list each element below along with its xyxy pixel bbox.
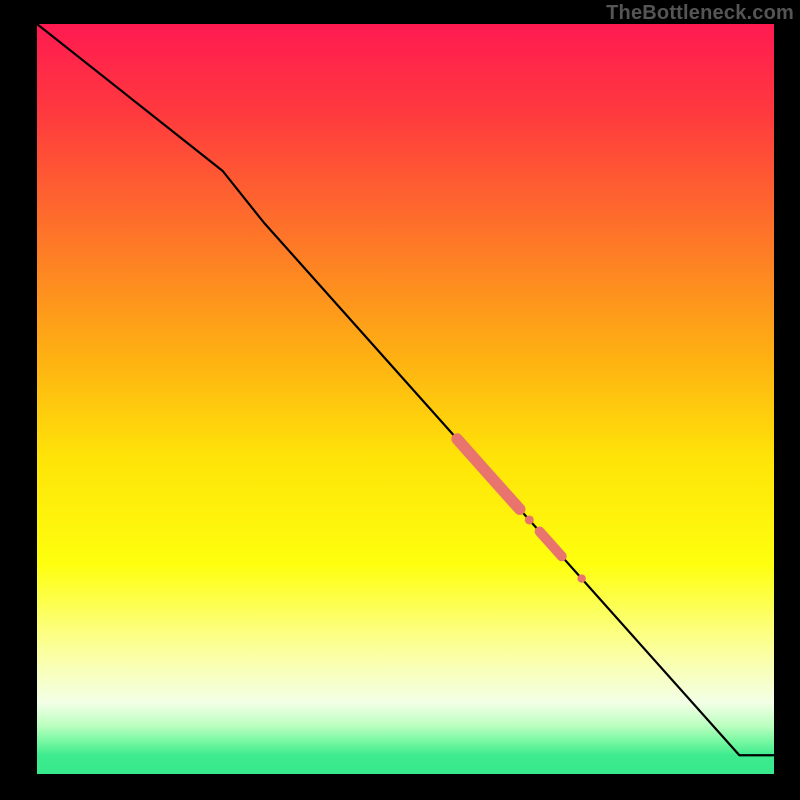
watermark-text: TheBottleneck.com bbox=[606, 2, 794, 25]
bottleneck-curve bbox=[37, 24, 774, 755]
marker-segment bbox=[457, 439, 520, 509]
marker-segment bbox=[540, 532, 562, 557]
plot-area bbox=[37, 24, 774, 774]
marker-dot bbox=[577, 574, 585, 582]
curve-layer bbox=[37, 24, 774, 774]
marker-dot bbox=[525, 515, 534, 524]
